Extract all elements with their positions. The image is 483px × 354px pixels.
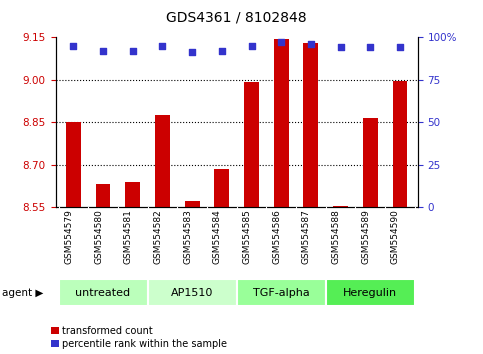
Bar (333, 206, 348, 207)
Point (158, 43, 166, 48)
Point (396, 45, 404, 50)
Point (129, 48, 137, 53)
Point (367, 45, 374, 50)
Point (277, 39, 285, 45)
Text: Heregulin: Heregulin (343, 288, 398, 298)
Bar (148, 279, 237, 307)
Bar (326, 279, 415, 307)
Text: GSM554582: GSM554582 (154, 209, 162, 264)
Text: GSM554583: GSM554583 (183, 209, 192, 264)
Point (188, 50, 196, 55)
Bar (303, 43, 318, 207)
Text: GSM554586: GSM554586 (272, 209, 281, 264)
Bar (274, 39, 289, 207)
Text: TGF-alpha: TGF-alpha (253, 288, 310, 298)
Bar (96, 184, 111, 207)
Text: GDS4361 / 8102848: GDS4361 / 8102848 (166, 11, 307, 25)
Bar (125, 182, 140, 207)
Point (307, 41, 315, 47)
Bar (214, 169, 229, 207)
Point (218, 48, 226, 53)
Text: GSM554580: GSM554580 (94, 209, 103, 264)
Bar (393, 81, 407, 207)
Text: untreated: untreated (75, 288, 130, 298)
Point (248, 43, 256, 48)
Text: GSM554579: GSM554579 (64, 209, 73, 264)
Bar (155, 115, 170, 207)
Text: GSM554588: GSM554588 (332, 209, 341, 264)
Text: GSM554584: GSM554584 (213, 209, 222, 264)
Text: agent ▶: agent ▶ (2, 288, 44, 298)
Point (337, 45, 344, 50)
Text: GSM554590: GSM554590 (391, 209, 400, 264)
Bar (363, 118, 378, 207)
Bar (58, 279, 148, 307)
Text: GSM554587: GSM554587 (302, 209, 311, 264)
Bar (244, 82, 259, 207)
Text: GSM554585: GSM554585 (242, 209, 252, 264)
Bar (237, 279, 326, 307)
Point (70, 43, 77, 48)
Text: AP1510: AP1510 (171, 288, 213, 298)
Text: GSM554589: GSM554589 (361, 209, 370, 264)
Bar (185, 201, 199, 207)
Point (99, 48, 107, 53)
Bar (66, 122, 81, 207)
Text: GSM554581: GSM554581 (124, 209, 133, 264)
Legend: transformed count, percentile rank within the sample: transformed count, percentile rank withi… (51, 326, 227, 349)
